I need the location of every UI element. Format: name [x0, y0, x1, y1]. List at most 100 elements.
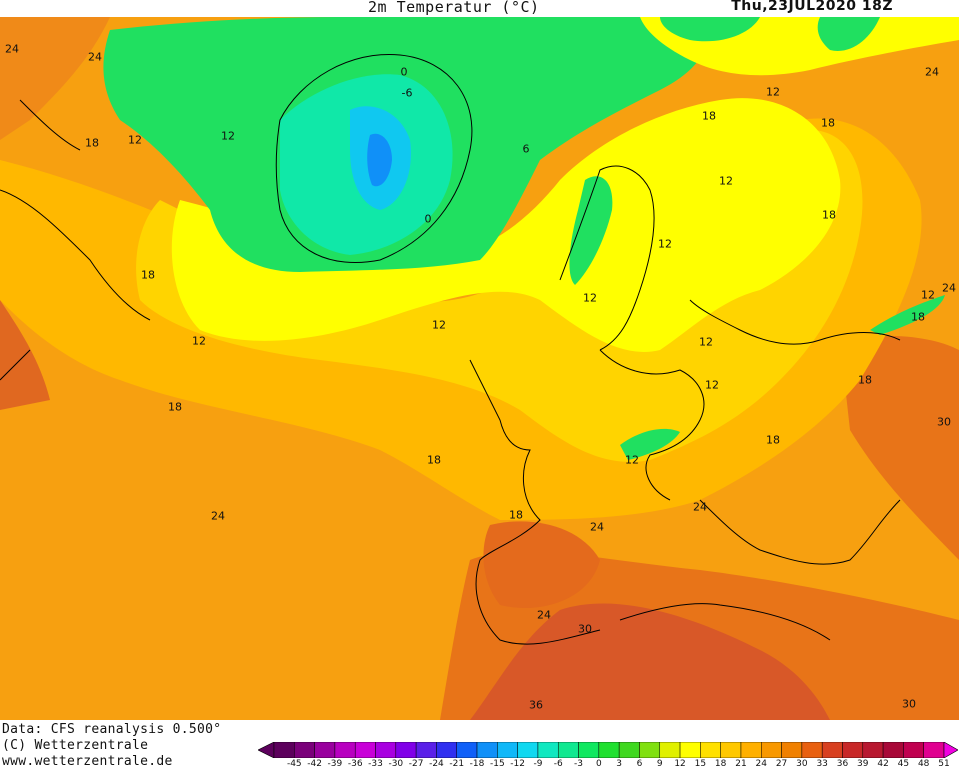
- colorbar-segment: [497, 742, 518, 758]
- contour-label: 24: [925, 65, 939, 79]
- colorbar-tick-label: 12: [674, 759, 686, 769]
- contour-label: 18: [821, 116, 835, 130]
- colorbar-segment: [314, 742, 336, 758]
- colorbar-tick-label: 27: [775, 759, 788, 769]
- caucasus-green: [870, 295, 945, 335]
- contour-label: 30: [902, 697, 916, 711]
- colorbar-segment: [862, 742, 884, 758]
- contour-label: 18: [85, 136, 99, 150]
- colorbar-segment: [273, 742, 295, 758]
- colorbar-segment: [456, 742, 478, 758]
- hotter-zone-africa: [470, 603, 830, 720]
- arctic-green-svalbard: [660, 17, 760, 42]
- colorbar-segment: [740, 742, 762, 758]
- contour-label: 12: [658, 237, 672, 251]
- colorbar-tick-label: -42: [307, 759, 322, 769]
- map-datetime: Thu,23JUL2020 18Z: [731, 0, 893, 14]
- colorbar-segment: [821, 742, 843, 758]
- contour-label: 18: [858, 373, 872, 387]
- contour-label: 18: [427, 453, 441, 467]
- scandinavia-green: [569, 176, 613, 285]
- contour-label: 30: [578, 622, 592, 636]
- contour-label: 36: [529, 698, 543, 712]
- temperature-colorbar: [258, 742, 958, 758]
- colorbar-tick-label: 6: [636, 759, 643, 769]
- contour-label: 12: [128, 133, 142, 147]
- colorbar-segment: [679, 742, 701, 758]
- colorbar-tick-label: -45: [286, 759, 302, 769]
- colorbar-segment: [517, 742, 539, 758]
- colorbar-segment: [618, 742, 640, 758]
- contour-label: 12: [625, 453, 639, 467]
- contour-label: 18: [702, 109, 716, 123]
- colorbar-segment: [639, 742, 661, 758]
- colorbar-segment: [578, 742, 600, 758]
- data-source: Data: CFS reanalysis 0.500°: [2, 722, 222, 737]
- colorbar-segment: [659, 742, 681, 758]
- colorbar-tick-label: 45: [897, 759, 910, 769]
- contour-label: 12: [432, 318, 446, 332]
- colorbar-tick-label: -15: [489, 759, 505, 769]
- temperature-map: 24 24 12 18 12 18 12 18 24 12 18 12 18 2…: [0, 17, 959, 720]
- contour-label: 12: [221, 129, 235, 143]
- colorbar-segment: [761, 742, 782, 758]
- contour-label: 18: [822, 208, 836, 222]
- warm-zone-northwest: [0, 17, 110, 140]
- greenland-coldest: [367, 133, 392, 187]
- contour-label: 18: [911, 310, 925, 324]
- contour-label: 24: [537, 608, 551, 622]
- colorbar-tick-label: 15: [694, 759, 707, 769]
- colorbar-scale: -45 -42 -39 -36 -33 -30 -27 -24 -21 -18 -15 -12 -9 -6…: [258, 759, 958, 770]
- alps-green: [620, 428, 680, 460]
- contour-label: 18: [766, 433, 780, 447]
- colorbar-tick-label: 24: [755, 759, 767, 769]
- contour-label: 12: [705, 378, 719, 392]
- colorbar-segment: [801, 742, 823, 758]
- contour-label: 12: [766, 85, 780, 99]
- colorbar-segment: [903, 742, 924, 758]
- contour-label: 24: [942, 281, 956, 295]
- colorbar-tick-label: -18: [469, 759, 485, 769]
- colorbar-tick-label: 33: [816, 759, 828, 769]
- contour-label: -6: [401, 86, 413, 100]
- colorbar-segment: [842, 742, 864, 758]
- contour-label: 24: [5, 42, 19, 56]
- colorbar-arrow-low: [258, 742, 275, 758]
- contour-label: 12: [699, 335, 713, 349]
- colorbar-segment: [395, 742, 417, 758]
- colorbar-segment: [294, 742, 315, 758]
- contour-label: 0: [400, 65, 408, 79]
- contour-label: 30: [937, 415, 951, 429]
- contour-label: 18: [141, 268, 155, 282]
- colorbar-segment: [537, 742, 559, 758]
- colorbar-segment: [781, 742, 803, 758]
- colorbar-segment: [354, 742, 376, 758]
- website-link[interactable]: www.wetterzentrale.de: [2, 754, 173, 769]
- yellow-band: [171, 98, 841, 352]
- colorbar-tick-label: -9: [533, 759, 543, 769]
- colorbar-tick-label: -3: [574, 759, 584, 769]
- colorbar-tick-label: 21: [735, 759, 747, 769]
- arctic-green-novaya: [817, 17, 880, 51]
- colorbar-tick-label: -21: [449, 759, 465, 769]
- colorbar-tick-label: 0: [595, 759, 602, 769]
- colorbar-tick-label: 48: [917, 759, 930, 769]
- colorbar-segment: [598, 742, 620, 758]
- colorbar-tick-label: 18: [714, 759, 727, 769]
- colorbar-tick-label: -30: [388, 759, 404, 769]
- contour-label: 24: [211, 509, 225, 523]
- contour-label: 18: [509, 508, 523, 522]
- contour-label: 24: [88, 50, 102, 64]
- contour-label: 18: [168, 400, 182, 414]
- map-title: 2m Temperatur (°C): [368, 0, 540, 16]
- contour-label: 12: [192, 334, 206, 348]
- colorbar-segment: [476, 742, 498, 758]
- colorbar-segment: [415, 742, 437, 758]
- colorbar-tick-label: -33: [368, 759, 383, 769]
- copyright: (C) Wetterzentrale: [2, 738, 149, 753]
- colorbar-tick-label: 51: [938, 759, 950, 769]
- colorbar-tick-label: -12: [510, 759, 525, 769]
- contour-label: 0: [424, 212, 432, 226]
- colorbar-segment: [436, 742, 457, 758]
- colorbar-arrow-high: [943, 742, 958, 758]
